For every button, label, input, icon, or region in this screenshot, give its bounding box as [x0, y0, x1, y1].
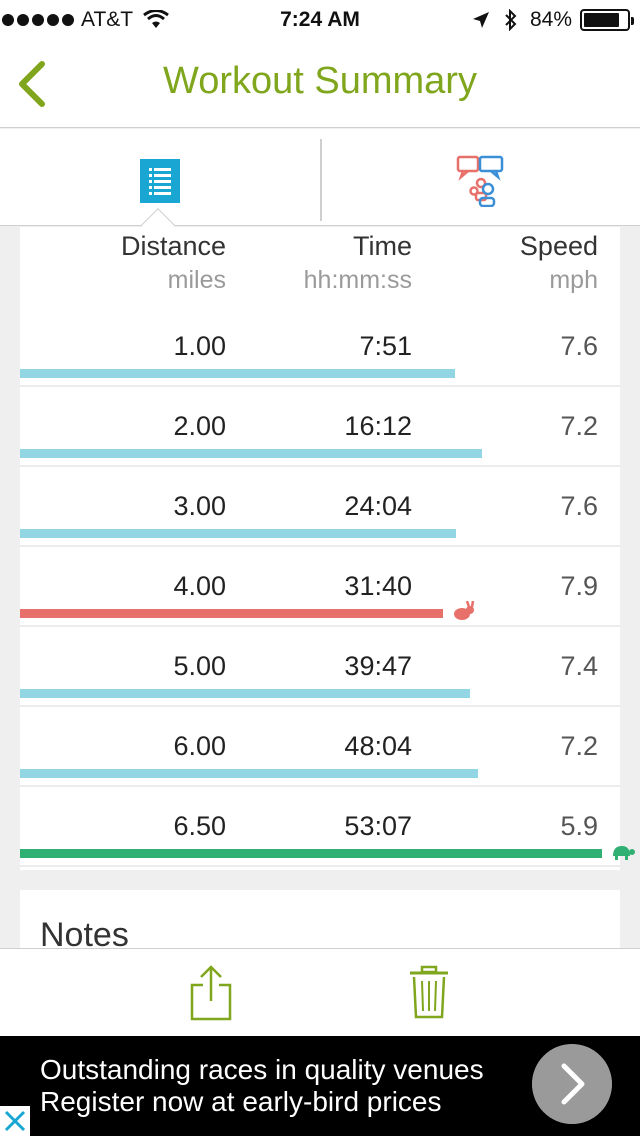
- notes-label: Notes: [40, 916, 129, 950]
- split-distance: 6.00: [173, 731, 226, 761]
- notes-section[interactable]: Notes: [20, 890, 620, 950]
- split-speed: 7.6: [560, 491, 598, 521]
- split-speed: 7.6: [560, 331, 598, 361]
- speed-column-header: Speed mph: [520, 231, 598, 295]
- share-icon[interactable]: [188, 965, 234, 1021]
- split-distance: 3.00: [173, 491, 226, 521]
- split-time: 39:47: [344, 651, 412, 681]
- time-header-unit: hh:mm:ss: [303, 266, 412, 294]
- split-time: 48:04: [344, 731, 412, 761]
- split-row: 2.00 16:12 7.2: [20, 387, 620, 467]
- split-row: 1.00 7:51 7.6: [20, 307, 620, 387]
- split-row: 5.00 39:47 7.4: [20, 627, 620, 707]
- ad-line-1: Outstanding races in quality venues: [40, 1054, 484, 1085]
- split-distance: 2.00: [173, 411, 226, 441]
- split-distance: 6.50: [173, 811, 226, 841]
- view-tabs: [0, 129, 640, 242]
- tab-divider: [320, 139, 322, 221]
- distance-header-unit: miles: [167, 266, 226, 294]
- split-speed: 5.9: [560, 811, 598, 841]
- clock: 7:24 AM: [280, 8, 360, 31]
- pace-bar: [20, 849, 602, 858]
- split-time: 53:07: [344, 811, 412, 841]
- split-speed: 7.9: [560, 571, 598, 601]
- split-time: 24:04: [344, 491, 412, 521]
- split-speed: 7.2: [560, 411, 598, 441]
- signal-icon: [2, 14, 77, 26]
- status-bar: AT&T 7:24 AM 84%: [0, 0, 640, 40]
- pace-bar: [20, 449, 482, 458]
- split-time: 7:51: [359, 331, 412, 361]
- split-speed: 7.4: [560, 651, 598, 681]
- splits-table: Distance miles Time hh:mm:ss Speed mph 1…: [20, 227, 635, 870]
- split-row: 6.50 53:07 5.9: [20, 787, 635, 867]
- page-title: Workout Summary: [163, 60, 477, 102]
- split-speed: 7.2: [560, 731, 598, 761]
- trash-icon[interactable]: [408, 965, 450, 1019]
- distance-header-label: Distance: [120, 231, 226, 261]
- split-distance: 4.00: [173, 571, 226, 601]
- pace-bar: [20, 369, 455, 378]
- rabbit-icon: [454, 601, 475, 620]
- close-icon[interactable]: [0, 1106, 30, 1136]
- social-share-icon[interactable]: [456, 155, 506, 207]
- split-time: 16:12: [344, 411, 412, 441]
- speed-header-unit: mph: [549, 266, 598, 294]
- split-distance: 1.00: [173, 331, 226, 361]
- pace-bar: [20, 689, 470, 698]
- location-arrow-icon: [472, 12, 489, 28]
- pace-bar: [20, 769, 478, 778]
- pace-bar: [20, 609, 443, 618]
- chevron-left-icon[interactable]: [14, 60, 54, 108]
- list-icon[interactable]: [140, 159, 180, 203]
- speed-header-label: Speed: [519, 231, 598, 261]
- turtle-icon: [613, 846, 635, 860]
- pace-bar: [20, 529, 456, 538]
- battery-icon: [580, 9, 634, 31]
- time-column-header: Time hh:mm:ss: [304, 231, 412, 295]
- bottom-toolbar: [0, 948, 640, 1036]
- bluetooth-icon: [505, 9, 517, 31]
- chevron-right-icon[interactable]: [532, 1044, 612, 1124]
- splits-header: Distance miles Time hh:mm:ss Speed mph: [20, 227, 620, 307]
- ad-banner[interactable]: Outstanding races in quality venues Regi…: [0, 1036, 640, 1136]
- time-header-label: Time: [353, 231, 412, 261]
- wifi-icon: [143, 10, 170, 28]
- distance-column-header: Distance miles: [121, 231, 226, 295]
- split-distance: 5.00: [173, 651, 226, 681]
- split-row: 4.00 31:40 7.9: [20, 547, 620, 627]
- navigation-bar: Workout Summary: [0, 40, 640, 128]
- split-time: 31:40: [344, 571, 412, 601]
- ad-line-2: Register now at early-bird prices: [40, 1086, 442, 1117]
- split-row: 6.00 48:04 7.2: [20, 707, 620, 787]
- split-row: 3.00 24:04 7.6: [20, 467, 620, 547]
- battery-percent: 84%: [529, 8, 572, 31]
- carrier-label: AT&T: [81, 8, 134, 31]
